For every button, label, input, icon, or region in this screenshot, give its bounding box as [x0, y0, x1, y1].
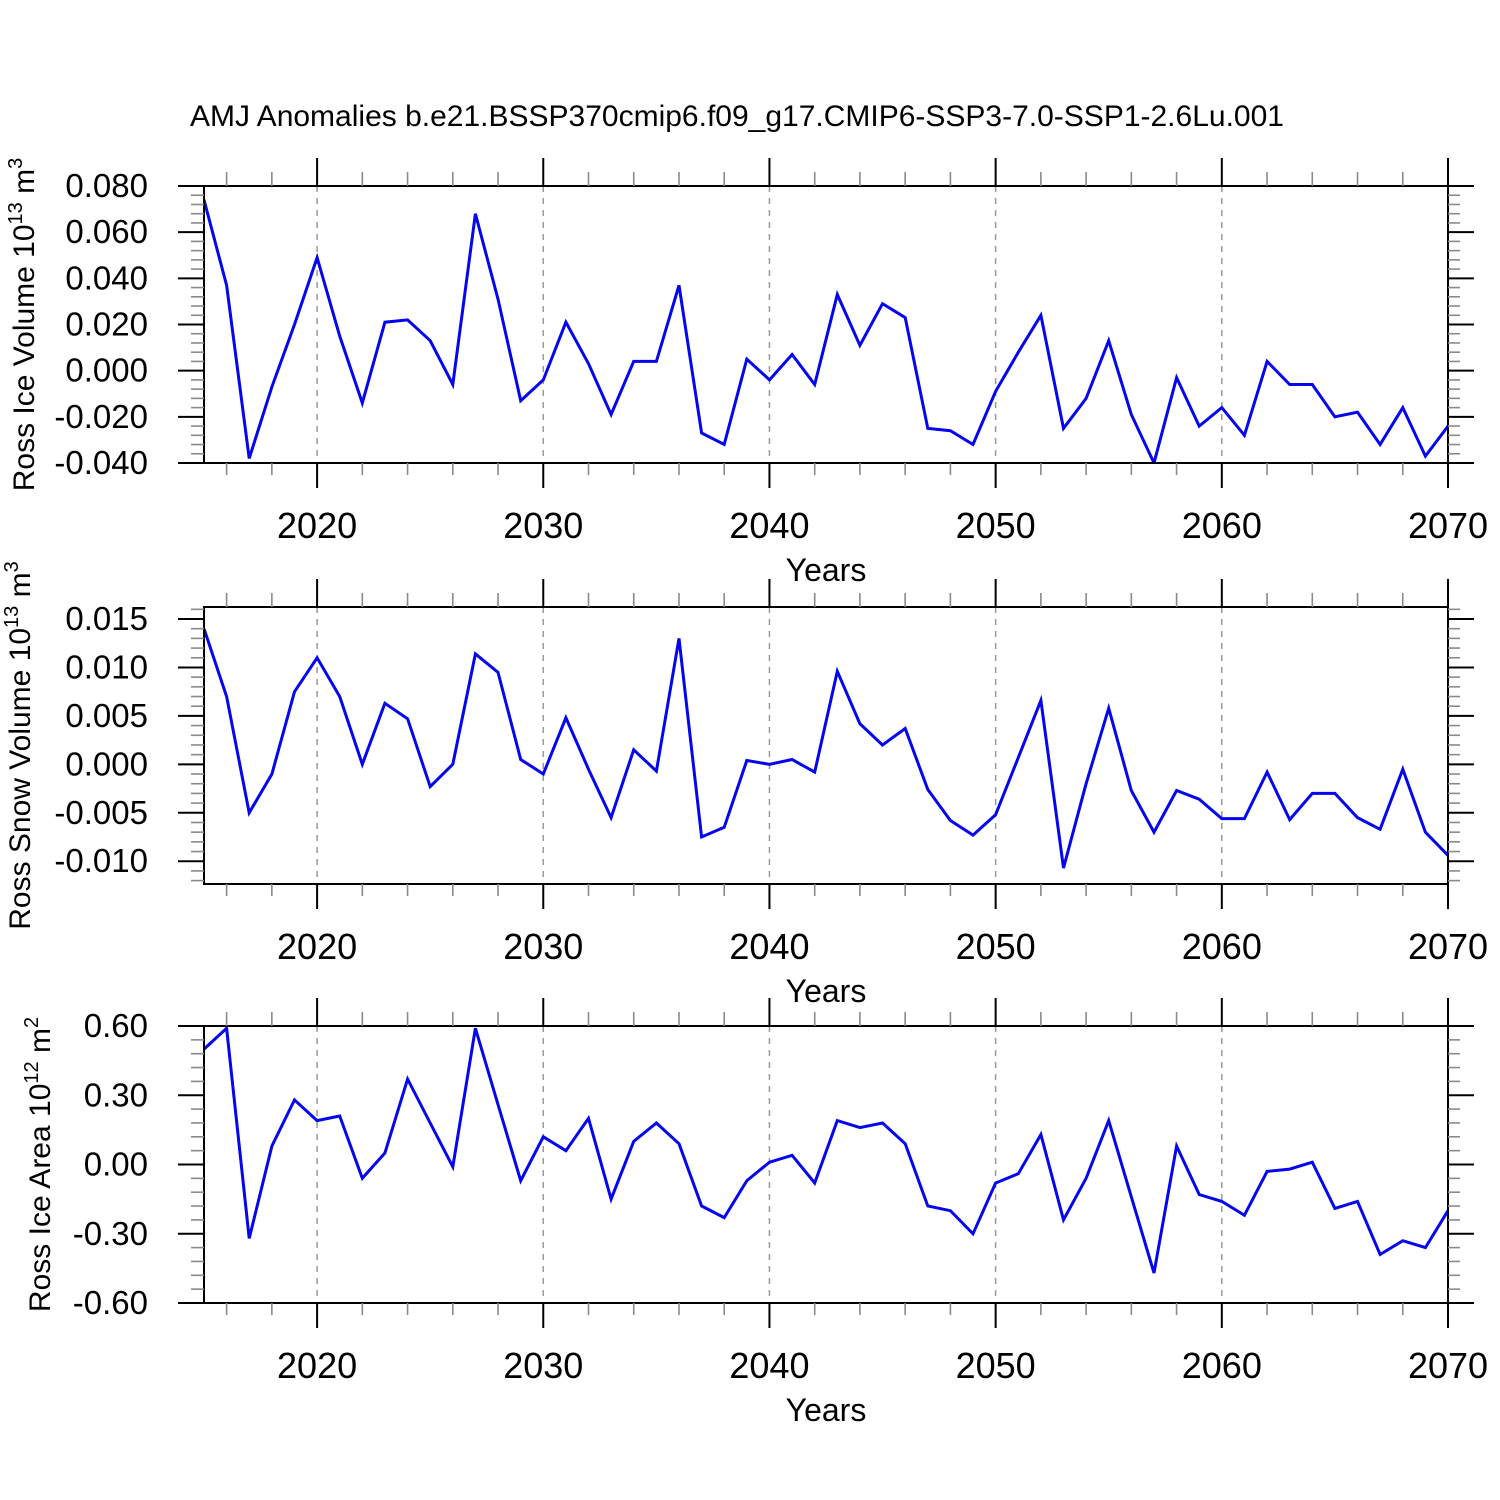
y-tick-label: 0.005 — [65, 697, 148, 734]
x-tick-label: 2070 — [1408, 505, 1488, 546]
y-tick-label: -0.005 — [54, 794, 148, 831]
x-tick-label: 2030 — [503, 1345, 583, 1386]
x-tick-label: 2040 — [729, 926, 809, 967]
y-tick-label: 0.000 — [65, 352, 148, 389]
x-axis-title: Years — [786, 1392, 867, 1428]
panel-ross-ice-area: 2020 2030 2040 2050 2060 2070 0.60 0.30 0.00 -0.3… — [21, 998, 1488, 1428]
y-tick-label: 0.015 — [65, 600, 148, 637]
x-tick-label: 2070 — [1408, 926, 1488, 967]
y-tick-label: 0.060 — [65, 213, 148, 250]
y-tick-label: 0.020 — [65, 306, 148, 343]
x-tick-label: 2050 — [956, 1345, 1036, 1386]
y-axis-title: Ross Snow Volume 1013 m3 — [1, 561, 37, 930]
y-tick-label: -0.30 — [73, 1215, 148, 1252]
y-axis-title: Ross Ice Area 1012 m2 — [21, 1017, 57, 1312]
x-tick-label: 2060 — [1182, 1345, 1262, 1386]
data-line-ross-ice-volume — [204, 199, 1448, 463]
y-tick-label: -0.60 — [73, 1284, 148, 1321]
x-axis-title: Years — [786, 973, 867, 1009]
y-tick-label: -0.020 — [54, 398, 148, 435]
x-tick-label: 2050 — [956, 926, 1036, 967]
y-tick-label: 0.60 — [84, 1007, 148, 1044]
x-tick-label: 2040 — [729, 1345, 809, 1386]
y-tick-label: 0.30 — [84, 1076, 148, 1113]
x-axis-title: Years — [786, 552, 867, 588]
x-tick-label: 2030 — [503, 505, 583, 546]
x-tick-label: 2050 — [956, 505, 1036, 546]
x-tick-label: 2070 — [1408, 1345, 1488, 1386]
panel-frame — [203, 185, 1449, 464]
panel-ross-snow-volume: 2020 2030 2040 2050 2060 2070 0.015 0.010 0.005 0… — [1, 561, 1488, 1009]
data-line-ross-snow-volume — [204, 628, 1448, 869]
x-tick-label: 2020 — [277, 1345, 357, 1386]
y-tick-label: 0.040 — [65, 259, 148, 296]
x-tick-label: 2030 — [503, 926, 583, 967]
y-axis-title: Ross Ice Volume 1013 m3 — [5, 158, 41, 492]
x-tick-label: 2060 — [1182, 926, 1262, 967]
panel-frame — [203, 606, 1449, 885]
panel-frame — [203, 1025, 1449, 1304]
chart-title: AMJ Anomalies b.e21.BSSP370cmip6.f09_g17… — [190, 100, 1284, 133]
y-tick-label: 0.010 — [65, 648, 148, 685]
y-tick-label: -0.010 — [54, 842, 148, 879]
x-tick-label: 2020 — [277, 926, 357, 967]
y-tick-label: 0.00 — [84, 1146, 148, 1183]
x-tick-label: 2040 — [729, 505, 809, 546]
y-tick-label: 0.000 — [65, 745, 148, 782]
x-tick-label: 2020 — [277, 505, 357, 546]
data-line-ross-ice-area — [204, 1026, 1448, 1274]
y-tick-label: -0.040 — [54, 444, 148, 481]
y-tick-label: 0.080 — [65, 167, 148, 204]
panel-ross-ice-volume: 2020 2030 2040 2050 2060 2070 0.080 0.060 0.040 0… — [5, 158, 1488, 588]
x-tick-label: 2060 — [1182, 505, 1262, 546]
